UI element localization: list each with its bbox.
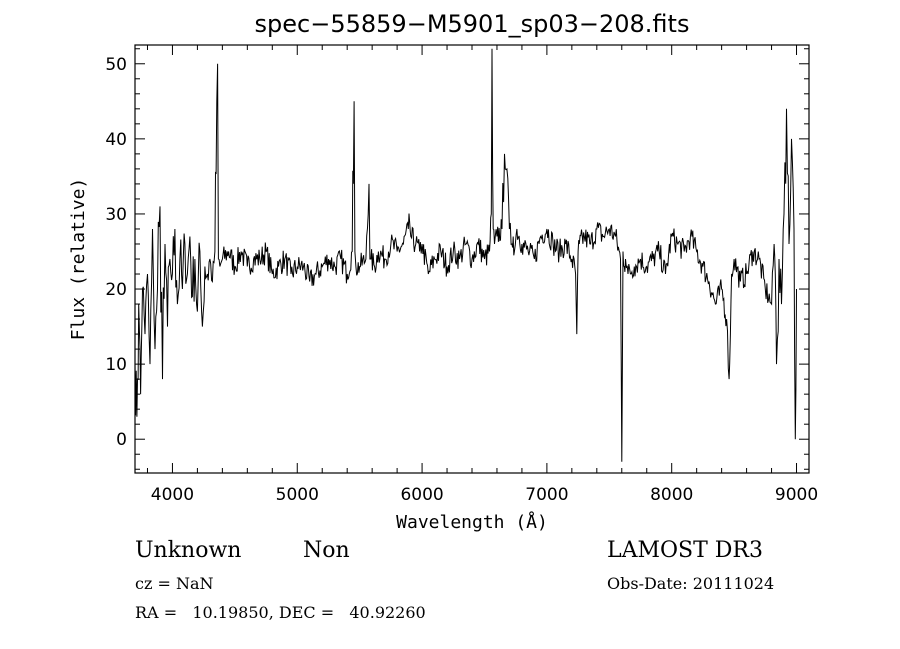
survey-label: LAMOST DR3: [607, 538, 763, 563]
obs-date-label: Obs-Date: 20111024: [607, 574, 775, 593]
y-axis-ticks: 0 10 20 30 40 50: [105, 55, 809, 450]
coordinates-label: RA = 10.19850, DEC = 40.92260: [135, 603, 426, 622]
y-tick-label: 40: [105, 130, 127, 150]
x-tick-label: 9000: [775, 485, 818, 505]
x-tick-label: 8000: [650, 485, 693, 505]
x-tick-label: 4000: [151, 485, 194, 505]
spectrum-series-line: [134, 48, 797, 462]
x-axis-ticks: 4000 5000 6000 7000 8000 9000: [151, 45, 818, 505]
x-tick-label: 7000: [525, 485, 568, 505]
x-tick-label: 5000: [276, 485, 319, 505]
y-tick-label: 10: [105, 355, 127, 375]
x-axis-label: Wavelength (Å): [396, 511, 548, 533]
y-tick-label: 20: [105, 280, 127, 300]
object-subclass-label: Non: [303, 538, 350, 563]
object-class-label: Unknown: [135, 538, 242, 563]
redshift-label: cz = NaN: [135, 574, 214, 593]
y-axis-label: Flux (relative): [68, 178, 89, 341]
y-minor-ticks: [135, 48, 809, 470]
y-tick-label: 50: [105, 55, 127, 75]
y-tick-label: 30: [105, 205, 127, 225]
y-tick-label: 0: [116, 430, 127, 450]
x-tick-label: 6000: [400, 485, 443, 505]
x-minor-ticks: [146, 45, 773, 473]
chart-title: spec−55859−M5901_sp03−208.fits: [255, 10, 690, 38]
